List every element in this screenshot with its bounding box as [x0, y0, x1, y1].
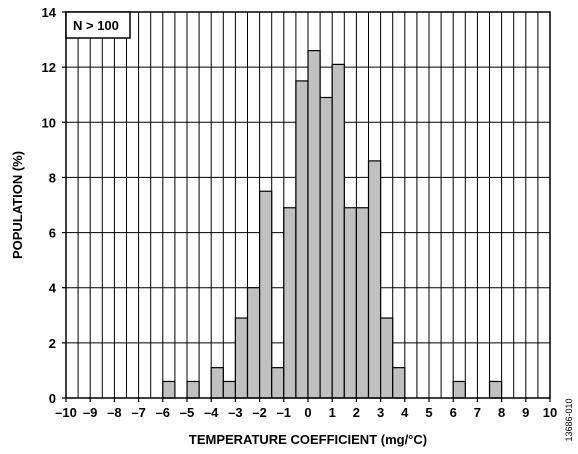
x-tick-label: –7 — [131, 405, 145, 420]
histogram-bar — [162, 380, 176, 399]
histogram-bar — [283, 207, 297, 399]
x-tick-label: 1 — [329, 405, 336, 420]
x-tick-label: –8 — [107, 405, 121, 420]
histogram-bar — [380, 317, 394, 399]
histogram-bar — [392, 367, 406, 399]
x-tick-label: 3 — [377, 405, 384, 420]
x-tick-label: 7 — [474, 405, 481, 420]
y-tick-label: 10 — [42, 115, 56, 130]
y-tick-label: 14 — [42, 5, 57, 20]
x-tick-label: 8 — [498, 405, 505, 420]
histogram-bar — [246, 287, 261, 399]
histogram-bar — [210, 367, 224, 399]
x-tick-label: –5 — [180, 405, 194, 420]
x-tick-label: 2 — [353, 405, 360, 420]
x-tick-label: –9 — [83, 405, 97, 420]
histogram-bar — [355, 207, 370, 399]
x-tick-label: –1 — [277, 405, 291, 420]
histogram-bar — [295, 80, 309, 399]
histogram-bar — [186, 380, 200, 399]
histogram-bar — [259, 190, 273, 399]
x-tick-label: 4 — [401, 405, 409, 420]
x-tick-label: –3 — [228, 405, 242, 420]
histogram-bar — [367, 160, 382, 399]
histogram-bar — [222, 380, 237, 399]
histogram-bar — [452, 380, 466, 399]
y-tick-label: 6 — [49, 226, 56, 241]
x-tick-label: –6 — [156, 405, 170, 420]
tick-marks — [62, 11, 551, 402]
x-axis-title: TEMPERATURE COEFFICIENT (mg/°C) — [189, 432, 427, 447]
y-tick-label: 0 — [49, 391, 56, 406]
x-tick-labels: –10 –9 –8 –7 –6 –5 –4 –3 –2 –1 0 1 2 3 4 5 6 7 8 9 10 — [55, 405, 557, 420]
y-tick-label: 4 — [49, 281, 57, 296]
x-tick-label: 6 — [450, 405, 457, 420]
histogram-bars — [162, 49, 503, 399]
y-tick-labels: 0 2 4 6 8 10 12 14 — [42, 5, 57, 406]
histogram-bar — [488, 380, 503, 399]
histogram-bar — [307, 49, 321, 399]
histogram-bar — [319, 96, 333, 399]
histogram-bar — [271, 367, 285, 399]
annotation-text: N > 100 — [73, 18, 119, 33]
x-tick-label: –4 — [204, 405, 219, 420]
x-tick-label: –2 — [252, 405, 266, 420]
y-axis-title: POPULATION (%) — [10, 151, 25, 259]
figure-id: 13686-010 — [564, 398, 574, 441]
y-tick-label: 12 — [42, 60, 56, 75]
histogram-bar — [234, 317, 249, 399]
histogram-bar — [343, 207, 357, 399]
x-tick-label: 0 — [304, 405, 311, 420]
y-tick-label: 8 — [49, 170, 56, 185]
x-tick-label: 10 — [543, 405, 557, 420]
x-tick-label: 9 — [522, 405, 529, 420]
annotation-box — [65, 11, 131, 39]
y-tick-label: 2 — [49, 336, 56, 351]
histogram-bar — [331, 63, 345, 399]
x-tick-label: 5 — [425, 405, 432, 420]
x-tick-label: –10 — [55, 405, 77, 420]
